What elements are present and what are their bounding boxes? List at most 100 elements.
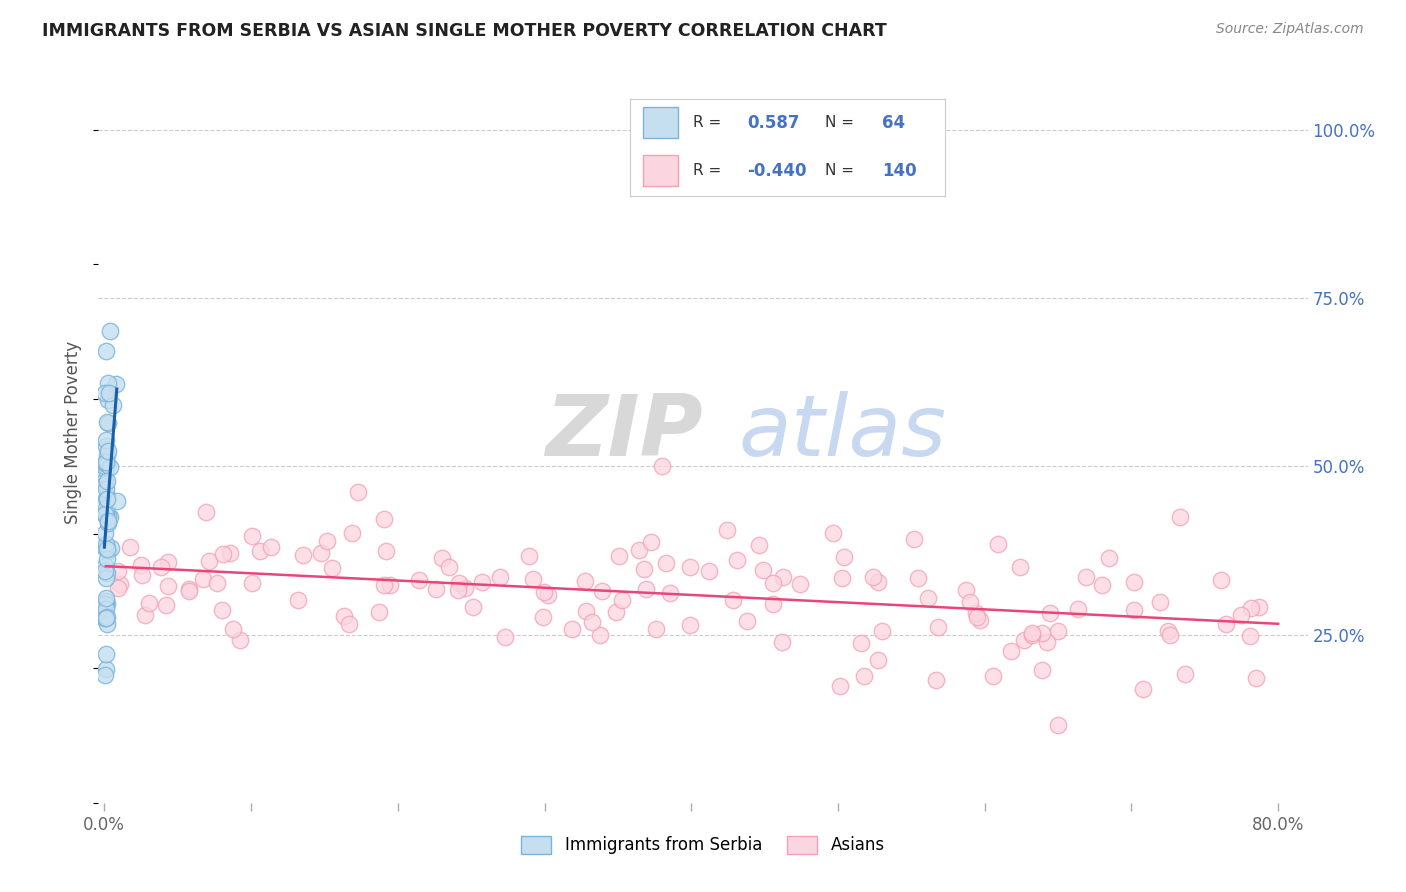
Point	[748, 538, 770, 552]
Point	[94, 508, 117, 523]
Point	[240, 529, 263, 543]
Point	[471, 574, 494, 589]
Point	[287, 593, 309, 607]
Point	[627, 543, 650, 558]
Y-axis label: Single Mother Poverty: Single Mother Poverty	[65, 341, 83, 524]
Point	[104, 377, 127, 392]
Point	[155, 598, 177, 612]
Point	[198, 554, 221, 568]
Point	[96, 434, 118, 448]
Point	[561, 622, 583, 636]
Point	[1159, 628, 1181, 642]
Point	[725, 553, 748, 567]
Point	[1014, 633, 1036, 648]
Point	[522, 572, 544, 586]
Point	[211, 603, 233, 617]
Point	[94, 438, 117, 452]
Point	[1074, 569, 1097, 583]
Point	[605, 605, 627, 619]
Point	[651, 459, 673, 474]
Point	[679, 559, 702, 574]
Text: atlas: atlas	[738, 391, 946, 475]
Point	[378, 577, 401, 591]
Point	[969, 613, 991, 627]
Point	[373, 512, 395, 526]
Point	[212, 547, 235, 561]
Point	[640, 535, 662, 549]
Point	[94, 507, 117, 521]
Point	[987, 537, 1010, 551]
Point	[94, 456, 117, 470]
Point	[107, 564, 129, 578]
Point	[531, 610, 554, 624]
Point	[96, 552, 118, 566]
Point	[96, 448, 118, 462]
Point	[373, 578, 395, 592]
Point	[96, 594, 118, 608]
Point	[96, 415, 118, 429]
Point	[697, 564, 720, 578]
Point	[96, 458, 118, 472]
Point	[94, 571, 117, 585]
Point	[96, 514, 118, 528]
Text: ZIP: ZIP	[546, 391, 703, 475]
Point	[965, 606, 987, 620]
Point	[679, 618, 702, 632]
Point	[157, 579, 180, 593]
Point	[453, 581, 475, 595]
Point	[981, 669, 1004, 683]
Point	[97, 543, 120, 558]
Point	[828, 679, 851, 693]
Point	[156, 555, 179, 569]
Point	[1230, 607, 1253, 622]
Point	[1021, 628, 1043, 642]
Point	[537, 588, 560, 602]
Point	[94, 505, 117, 519]
Point	[94, 591, 117, 605]
Point	[97, 416, 120, 430]
Point	[150, 560, 173, 574]
Point	[1008, 559, 1031, 574]
Point	[134, 607, 156, 622]
Point	[337, 617, 360, 632]
Point	[425, 582, 447, 597]
Point	[761, 575, 783, 590]
Point	[1031, 626, 1053, 640]
Point	[903, 532, 925, 546]
Point	[94, 463, 117, 477]
Point	[94, 598, 117, 612]
Point	[772, 570, 794, 584]
Point	[752, 563, 775, 577]
Point	[309, 546, 332, 560]
Point	[96, 617, 118, 632]
Point	[489, 570, 512, 584]
Point	[96, 489, 118, 503]
Point	[770, 635, 793, 649]
Point	[1209, 573, 1232, 587]
Point	[927, 620, 949, 634]
Point	[832, 549, 855, 564]
Point	[1035, 635, 1057, 649]
Point	[1123, 574, 1146, 589]
Point	[98, 460, 121, 475]
Point	[108, 576, 131, 591]
Point	[101, 398, 124, 412]
Point	[97, 509, 120, 524]
Text: Source: ZipAtlas.com: Source: ZipAtlas.com	[1216, 22, 1364, 37]
Point	[94, 541, 117, 555]
Point	[1157, 624, 1180, 638]
Point	[533, 585, 555, 599]
Point	[97, 516, 120, 531]
Point	[1047, 718, 1070, 732]
Point	[96, 648, 118, 662]
Point	[94, 526, 117, 541]
Point	[862, 570, 884, 584]
Point	[581, 615, 603, 630]
Point	[917, 591, 939, 606]
Point	[194, 506, 217, 520]
Point	[853, 668, 876, 682]
Point	[591, 584, 613, 599]
Point	[1090, 577, 1112, 591]
Point	[449, 575, 471, 590]
Point	[866, 575, 889, 590]
